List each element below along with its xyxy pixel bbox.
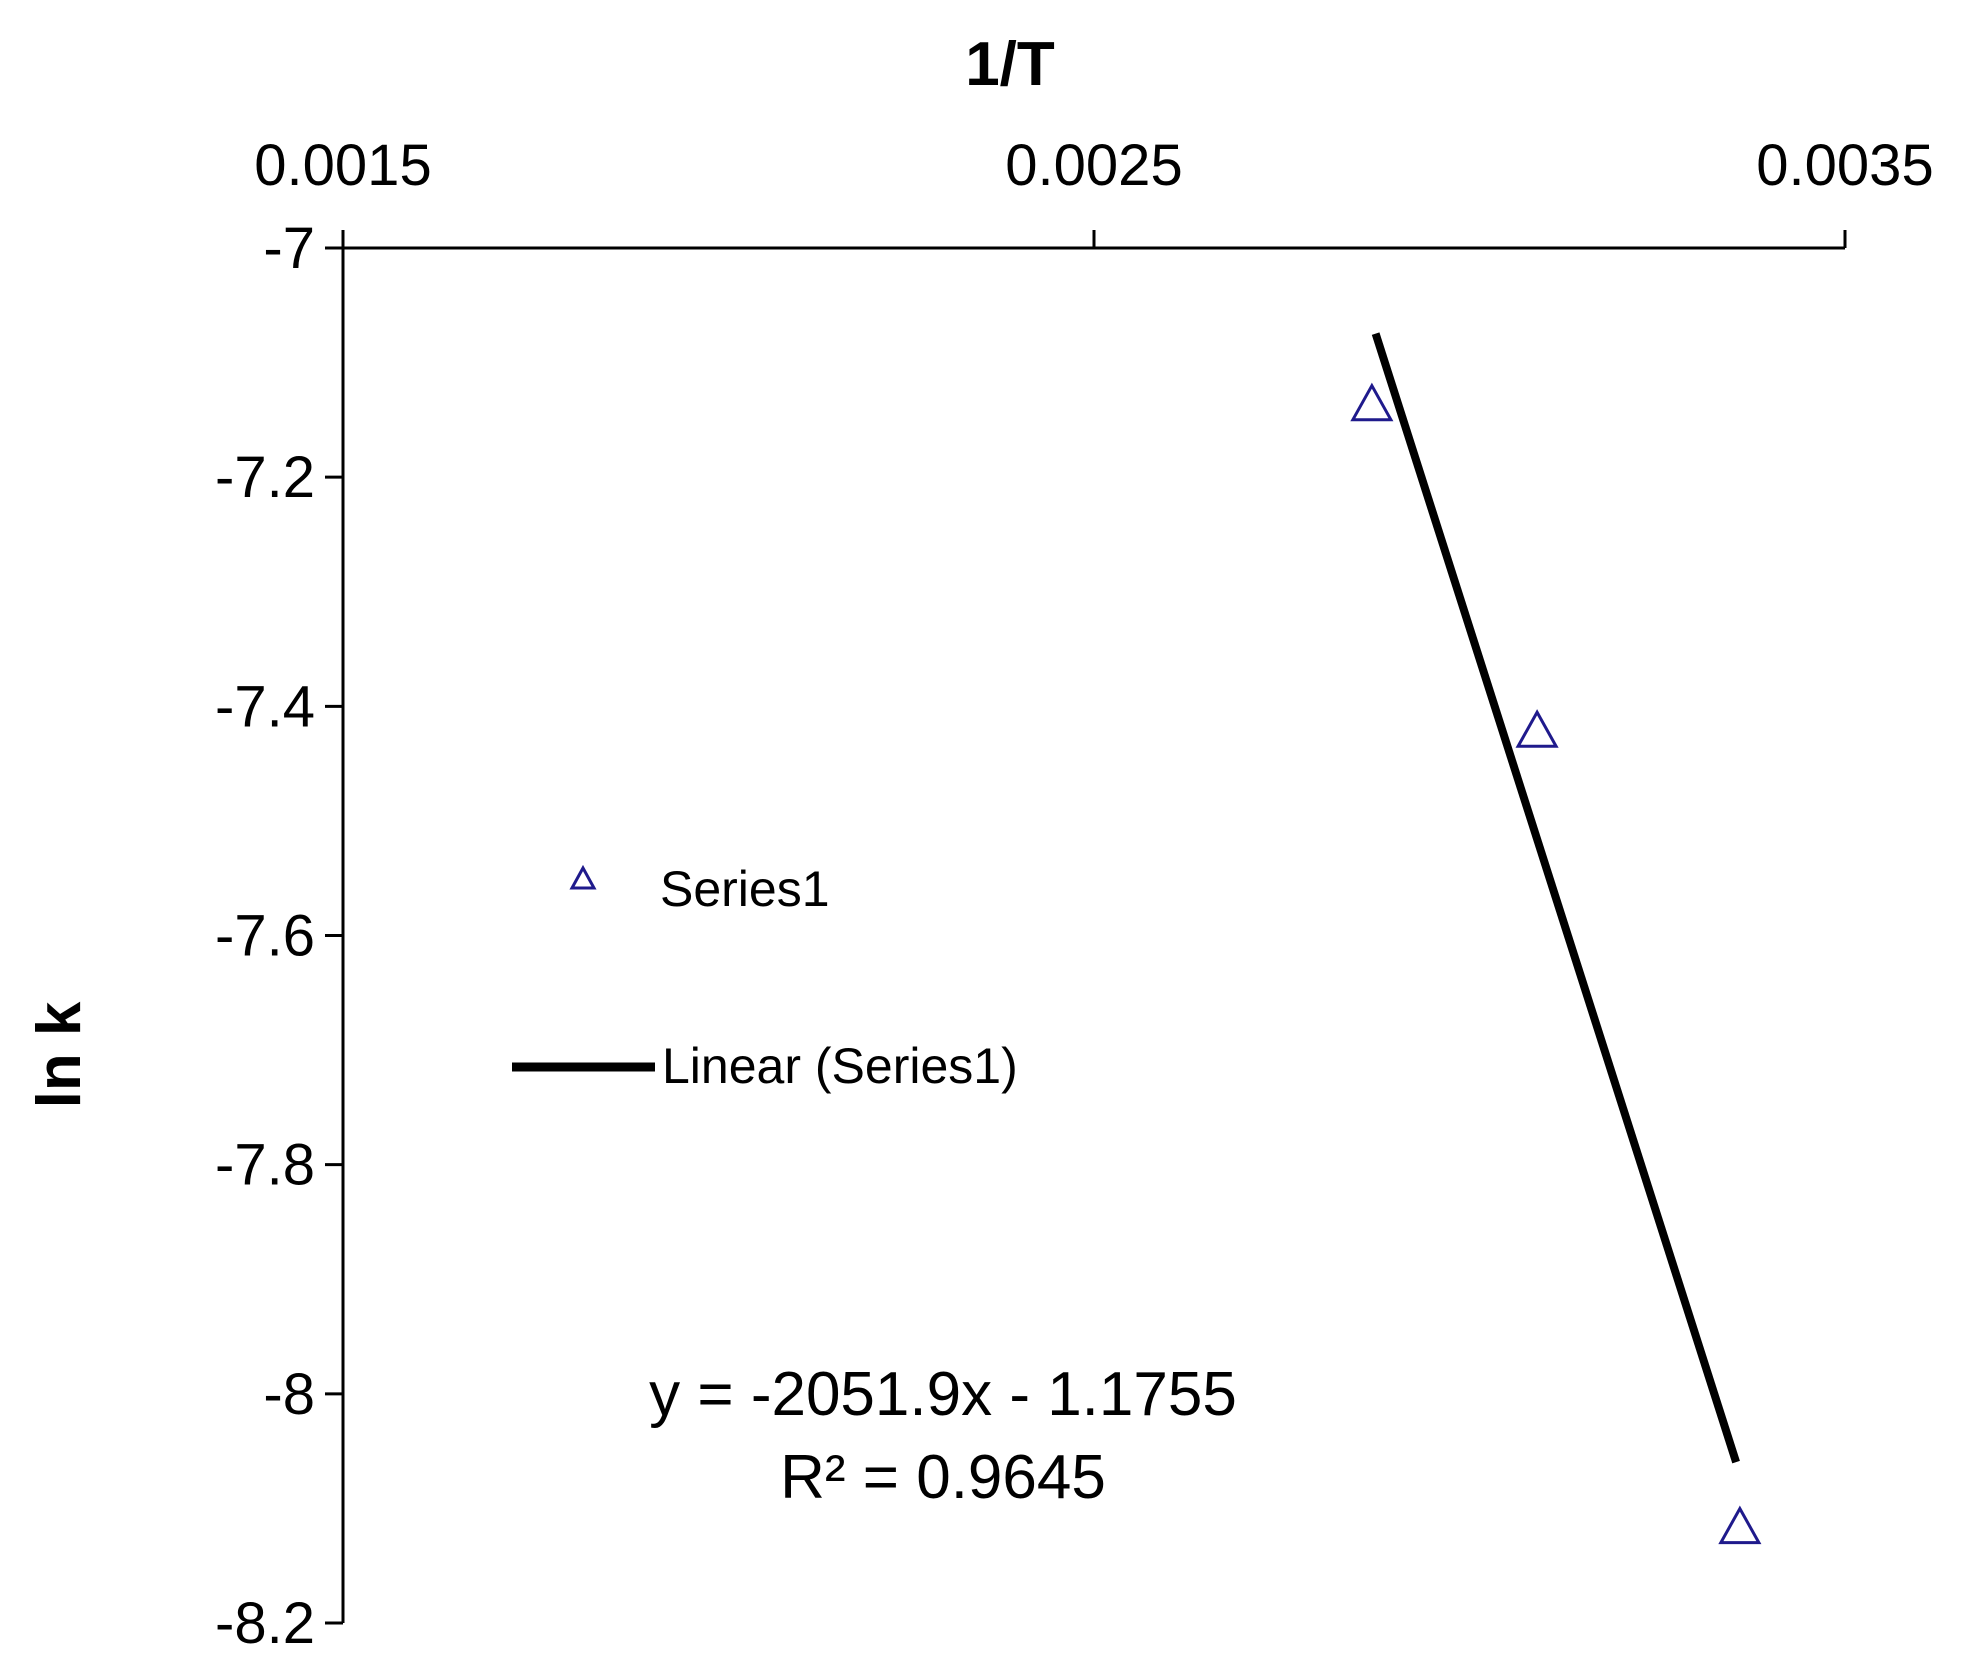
trendline — [1371, 332, 1740, 1464]
y-ticks: -7 -7.2 -7.4 -7.6 -7.8 -8 -8.2 — [215, 216, 343, 1656]
data-points — [1350, 382, 1762, 1545]
y-tick-label: -8 — [263, 1362, 315, 1427]
data-point-triangle — [1515, 709, 1559, 748]
x-ticks: 0.0015 0.0025 0.0035 — [254, 133, 1934, 248]
legend-triangle-marker — [569, 864, 597, 890]
x-tick-label: 0.0035 — [1756, 133, 1933, 198]
x-axis-title: 1/T — [965, 30, 1055, 99]
y-tick-label: -7.6 — [215, 904, 315, 969]
x-tick-label: 0.0025 — [1005, 133, 1182, 198]
r-squared-label: R² = 0.9645 — [780, 1443, 1106, 1512]
trendline-group — [1371, 332, 1740, 1464]
legend-series-label: Series1 — [660, 861, 830, 917]
data-point-triangle — [1718, 1505, 1762, 1545]
y-tick-label: -7.2 — [215, 445, 315, 510]
x-tick-label: 0.0015 — [254, 133, 431, 198]
legend: Series1 Linear (Series1) — [512, 861, 1018, 1094]
y-tick-label: -7.4 — [215, 674, 315, 739]
trendline-equation: y = -2051.9x - 1.1755 — [649, 1360, 1237, 1429]
y-tick-label: -7 — [263, 216, 315, 281]
data-point-triangle — [1350, 382, 1394, 422]
y-tick-label: -8.2 — [215, 1591, 315, 1656]
legend-trendline-label: Linear (Series1) — [662, 1038, 1018, 1094]
y-axis-title: ln k — [25, 1001, 94, 1108]
y-tick-label: -7.8 — [215, 1133, 315, 1198]
